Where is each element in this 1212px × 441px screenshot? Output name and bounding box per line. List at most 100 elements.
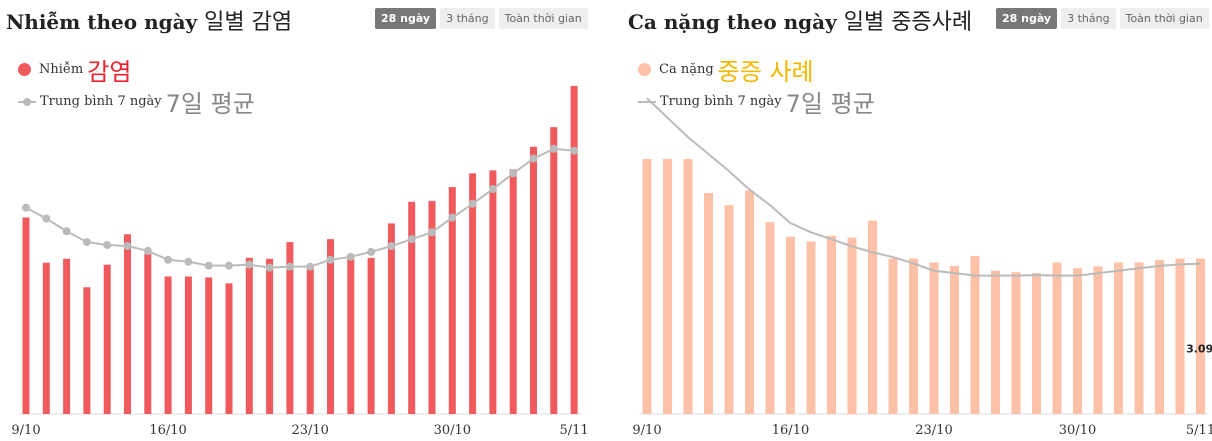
bar-27/10 [387,223,395,414]
bar-1/11 [489,170,497,414]
infections-title-text: Nhiễm theo ngày [6,10,198,34]
bar-29/10 [1052,262,1062,414]
legend-line-label-ko: 7일 평균 [165,90,255,118]
average-point-29/10 [428,228,436,237]
average-point-13/10 [103,241,112,250]
legend-line-swatch [638,100,656,103]
bar-21/10 [266,258,274,414]
range-all-time-button[interactable]: Toàn thời gian [1119,8,1209,29]
bar-5/11 [1196,258,1205,414]
average-point-4/11 [549,144,558,153]
bar-2/11 [509,169,517,414]
legend-infections: Nhiễm 감염 [18,52,131,87]
bar-26/10 [367,257,375,414]
average-point-2/11 [509,169,518,178]
bar-17/10 [184,276,192,414]
bar-3/11 [1155,260,1164,414]
x-tick-label-9/10: 9/10 [11,423,40,438]
severe-range-buttons: 28 ngày 3 tháng Toàn thời gian [996,8,1209,29]
bar-10/10 [42,262,50,414]
average-line [646,97,1201,277]
x-tick-label-5/11: 5/11 [559,423,588,438]
average-point-15/10 [143,246,152,255]
bar-12/10 [704,193,713,414]
range-3-months-button[interactable]: 3 tháng [1061,8,1116,29]
legend-bar-label-ko: 중증 사례 [717,58,814,86]
bar-5/11 [570,85,578,415]
legend-line-label: Trung bình 7 ngày [660,94,782,109]
legend-line-swatch [18,97,36,106]
legend-bar-label: Nhiễm [39,62,84,77]
bar-22/10 [909,258,918,414]
legend-average-infections: Trung bình 7 ngày 7일 평균 [18,84,255,119]
range-28-days-button[interactable]: 28 ngày [375,8,437,29]
x-tick-label-9/10: 9/10 [632,423,661,438]
severe-title-ko: 일별 중증사례 [843,10,973,35]
bar-25/10 [347,258,355,414]
range-3-months-button[interactable]: 3 tháng [440,8,495,29]
bar-16/10 [786,236,795,414]
average-point-20/10 [245,260,254,269]
severe-chart: 9/10 16/10 23/10 30/10 5/11 3.093 [632,97,1212,438]
average-line [25,147,575,269]
average-point-23/10 [306,262,315,271]
bar-15/10 [144,253,152,414]
average-point-12/10 [82,238,91,247]
bar-20/10 [868,220,877,414]
bar-16/10 [164,276,172,414]
average-point-17/10 [184,257,193,266]
average-point-21/10 [265,263,274,272]
bar-14/10 [124,234,131,414]
range-all-time-button[interactable]: Toàn thời gian [498,8,588,29]
bar-30/10 [448,187,456,414]
bar-31/10 [469,173,477,414]
bar-4/11 [550,127,558,414]
bar-14/10 [745,190,754,414]
bar-15/10 [765,222,775,414]
legend-bar-label-ko: 감염 [87,58,132,86]
range-28-days-button[interactable]: 28 ngày [996,8,1058,29]
bar-29/10 [428,200,436,414]
x-tick-label-16/10: 16/10 [149,423,186,438]
legend-bar-swatch [638,63,651,76]
bar-9/10 [642,159,652,414]
bar-24/10 [327,239,334,414]
infections-chart: 9/10 16/10 23/10 30/10 5/11 [11,85,589,438]
bar-19/10 [847,237,857,414]
average-point-28/10 [407,235,416,244]
x-tick-label-16/10: 16/10 [772,423,809,438]
average-point-18/10 [204,261,213,270]
bar-26/10 [991,270,1000,414]
average-point-11/10 [62,227,71,236]
bar-17/10 [806,241,816,414]
bar-24/10 [950,265,959,414]
average-point-16/10 [164,255,173,264]
bar-19/10 [225,283,233,414]
bar-20/10 [245,257,253,414]
average-point-10/10 [42,214,51,223]
bar-13/10 [103,264,111,414]
x-tick-label-30/10: 30/10 [1059,423,1096,438]
bar-25/10 [970,256,980,414]
bar-11/10 [63,258,71,414]
infections-range-buttons: 28 ngày 3 tháng Toàn thời gian [375,8,588,29]
average-point-14/10 [123,242,132,251]
average-point-30/10 [448,213,457,222]
bar-21/10 [888,258,898,414]
x-tick-label-23/10: 23/10 [291,423,328,438]
x-tick-label-30/10: 30/10 [434,423,471,438]
bar-23/10 [306,268,314,414]
bar-10/10 [663,159,672,414]
average-point-31/10 [468,199,477,208]
average-point-19/10 [225,261,233,270]
bar-13/10 [724,205,734,414]
average-point-22/10 [285,262,294,271]
bar-31/10 [1093,266,1103,414]
legend-line-label: Trung bình 7 ngày [40,94,162,109]
legend-severe: Ca nặng 중증 사례 [638,52,814,87]
severe-panel: Ca nặng theo ngày 일별 중증사례 28 ngày 3 thán… [620,0,1212,441]
bar-3/11 [530,146,537,415]
bar-22/10 [286,242,294,414]
infections-panel: Nhiễm theo ngày 일별 감염 28 ngày 3 tháng To… [0,0,600,441]
bar-9/10 [22,217,30,414]
